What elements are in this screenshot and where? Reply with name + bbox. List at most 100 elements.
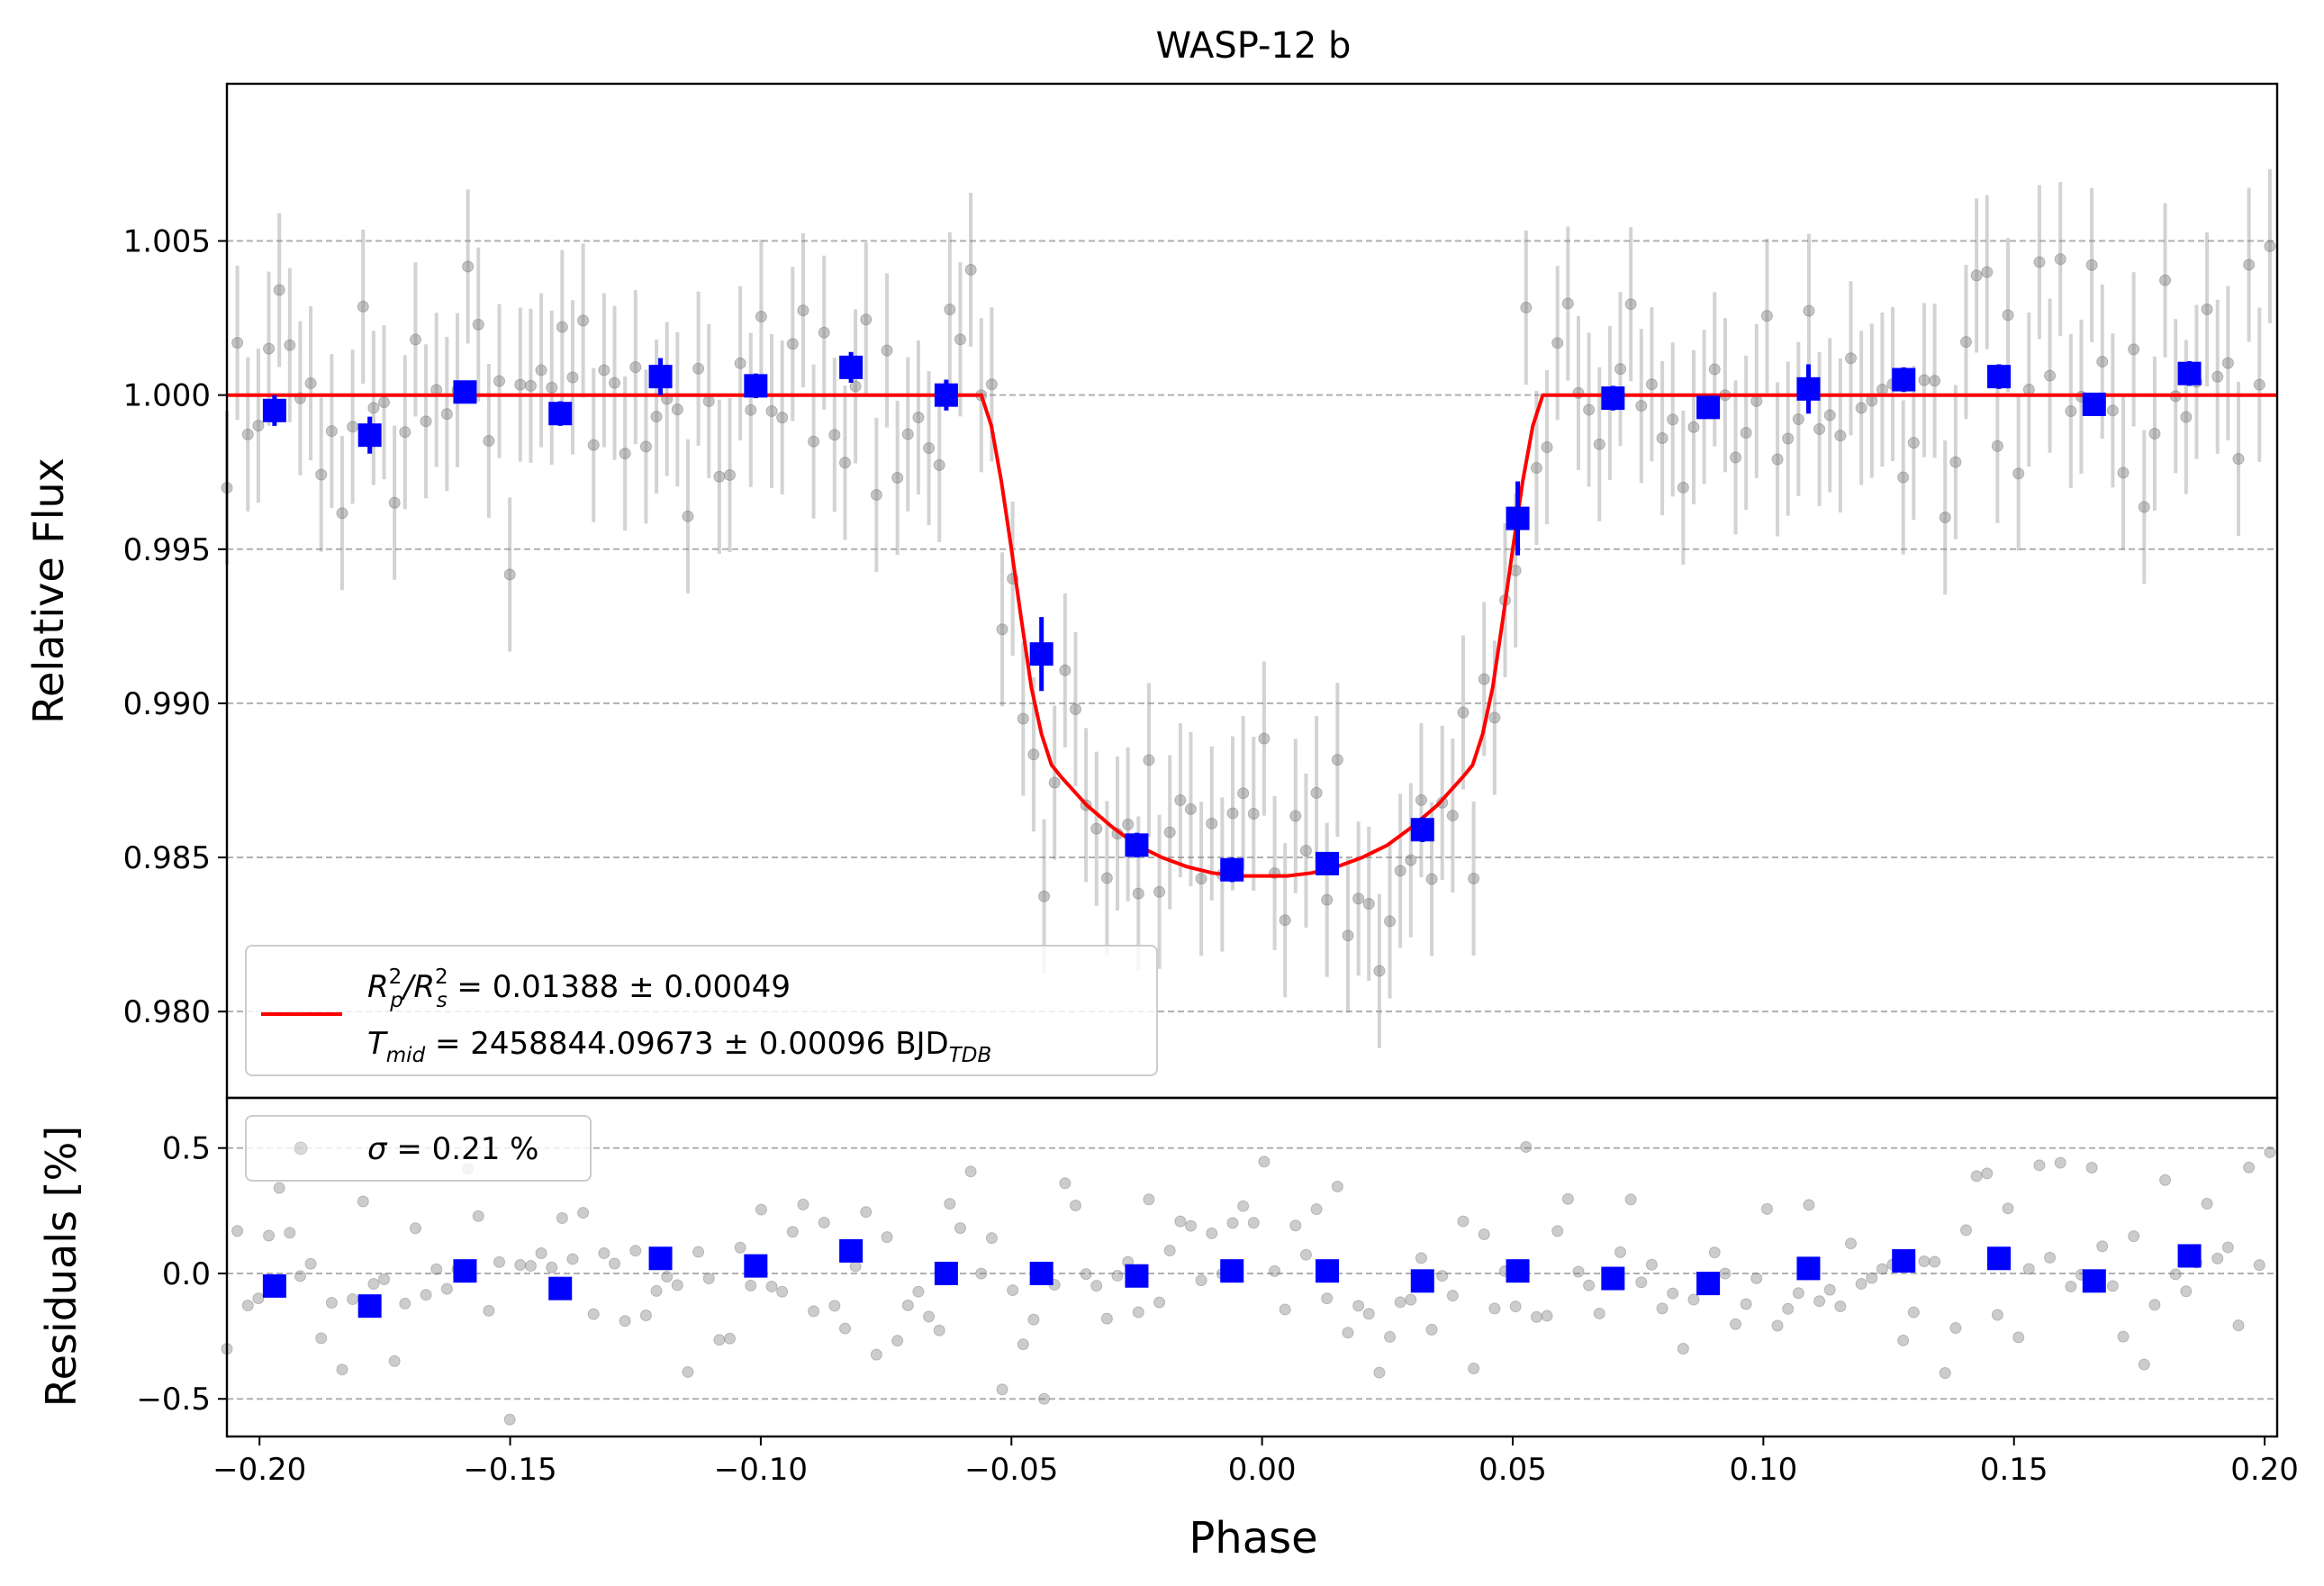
residual-point: [2065, 1280, 2077, 1292]
residual-point: [1509, 1301, 1522, 1313]
residual-point: [1415, 1252, 1427, 1264]
residual-point: [556, 1212, 568, 1225]
raw-point: [1551, 337, 1564, 349]
raw-point: [252, 420, 265, 432]
residual-point: [1991, 1309, 2003, 1321]
residual-point: [1677, 1342, 1689, 1355]
residual-point: [954, 1222, 966, 1235]
raw-point: [514, 378, 527, 391]
raw-point: [1132, 887, 1144, 900]
residual-point: [702, 1272, 715, 1284]
residual-point: [1258, 1156, 1271, 1168]
raw-point: [818, 326, 830, 339]
raw-point: [598, 364, 610, 376]
residual-point: [682, 1365, 694, 1378]
x-tick-label: 0.15: [1980, 1452, 2048, 1488]
residual-point: [1866, 1272, 1878, 1284]
residual-point: [2201, 1197, 2213, 1210]
raw-point: [1342, 929, 1354, 942]
raw-point: [1206, 817, 1218, 829]
raw-point: [1425, 873, 1438, 885]
raw-point: [1247, 808, 1260, 820]
binned-point: [357, 423, 382, 448]
residual-point: [241, 1300, 254, 1312]
raw-point: [1237, 787, 1250, 800]
residual-point: [1561, 1192, 1574, 1205]
binned-point: [1601, 386, 1625, 411]
raw-point: [1750, 394, 1763, 407]
raw-point: [1352, 893, 1365, 905]
raw-point: [860, 313, 873, 326]
raw-point: [1656, 431, 1668, 444]
residual-point: [1299, 1248, 1312, 1261]
residual-point: [1572, 1265, 1585, 1278]
residual-point: [2159, 1174, 2172, 1186]
residual-point: [1069, 1199, 1081, 1211]
raw-point: [1446, 810, 1459, 822]
residual-point: [2117, 1330, 2130, 1343]
raw-point: [503, 568, 516, 581]
binned-residual-point: [453, 1259, 477, 1283]
residual-point: [661, 1271, 674, 1283]
raw-point: [964, 263, 977, 276]
raw-point: [1614, 363, 1627, 376]
residual-point: [1269, 1264, 1281, 1277]
residual-point: [713, 1334, 726, 1346]
raw-point: [1907, 437, 1920, 449]
residual-point: [1981, 1167, 1994, 1180]
raw-point: [985, 378, 998, 391]
raw-point: [933, 458, 945, 471]
raw-point: [923, 442, 936, 455]
raw-point: [462, 260, 475, 273]
residual-point: [786, 1226, 799, 1238]
residual-point: [891, 1335, 904, 1347]
raw-point: [1038, 890, 1051, 902]
raw-point: [1405, 854, 1417, 866]
residual-point: [923, 1310, 936, 1323]
raw-point: [2128, 343, 2140, 356]
raw-point: [1667, 413, 1679, 426]
binned-point: [2082, 392, 2106, 416]
raw-point: [609, 376, 621, 389]
binned-point: [1316, 851, 1340, 875]
binned-residual-point: [1410, 1269, 1434, 1293]
raw-point: [2232, 452, 2245, 465]
residual-point: [294, 1270, 306, 1282]
raw-point: [849, 380, 862, 393]
residual-point: [975, 1267, 988, 1280]
raw-point: [870, 488, 882, 501]
residual-point: [1708, 1246, 1721, 1259]
residuals-y-tick-label: 0.0: [162, 1256, 211, 1292]
raw-point: [1782, 432, 1795, 445]
residual-point: [2169, 1268, 2182, 1281]
raw-point: [891, 471, 904, 484]
raw-point: [2002, 309, 2014, 322]
raw-point: [556, 321, 568, 333]
binned-point: [934, 383, 958, 407]
residual-point: [944, 1198, 956, 1210]
residual-point: [1468, 1362, 1480, 1374]
raw-point: [1593, 438, 1605, 450]
raw-point: [1478, 673, 1490, 685]
residual-point: [2264, 1146, 2276, 1158]
x-tick-label: −0.20: [213, 1452, 306, 1488]
residual-point: [1551, 1225, 1564, 1237]
x-tick-label: −0.10: [714, 1452, 808, 1488]
raw-point: [828, 429, 841, 441]
raw-point: [2201, 303, 2213, 315]
raw-point: [1122, 818, 1135, 830]
residuals-legend-marker: [294, 1141, 308, 1156]
residual-point: [1184, 1219, 1197, 1232]
residual-point: [1446, 1290, 1459, 1302]
binned-point: [744, 374, 768, 398]
raw-point: [619, 448, 631, 460]
binned-residual-point: [1796, 1256, 1821, 1281]
raw-point: [1184, 802, 1197, 815]
residual-point: [1845, 1237, 1858, 1250]
raw-point: [2033, 256, 2046, 268]
raw-point: [357, 300, 369, 313]
raw-point: [336, 507, 348, 520]
raw-point: [1384, 915, 1397, 928]
raw-point: [1730, 451, 1742, 464]
